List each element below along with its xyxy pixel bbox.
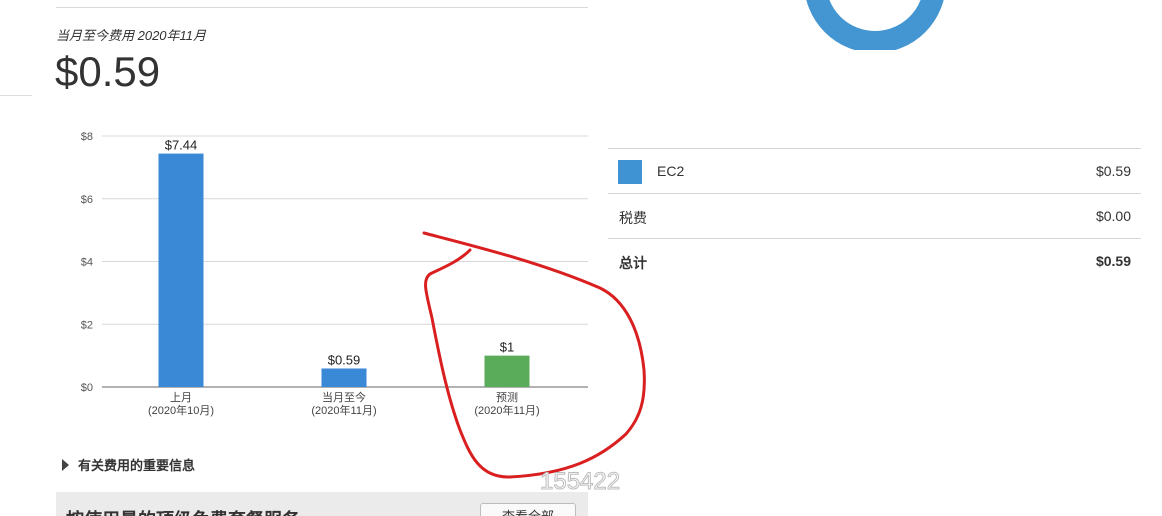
bar [484, 355, 530, 387]
caret-right-icon [62, 459, 69, 471]
watermark-text: 155422 [539, 468, 621, 496]
breakdown-label: 税费 [619, 210, 647, 226]
month-to-date-amount: $0.59 [55, 48, 161, 95]
y-tick-label: $2 [81, 319, 93, 331]
x-tick-label: 预测 [496, 391, 518, 404]
breakdown-value: $0.59 [1095, 253, 1131, 269]
x-tick-label: 当月至今 [322, 390, 366, 404]
bar [321, 368, 367, 387]
cost-donut-chart [806, 0, 944, 50]
cost-bar-chart: $0$2$4$6$8$7.44上月(2020年10月)$0.59当月至今(202… [81, 131, 588, 417]
x-tick-label: (2020年11月) [311, 403, 376, 417]
breakdown-value: $0.00 [1095, 208, 1131, 224]
y-tick-label: $0 [81, 382, 93, 394]
y-tick-label: $6 [81, 194, 93, 206]
view-all-button[interactable]: 查看全部 [480, 503, 576, 516]
x-tick-label: (2020年10月) [148, 403, 214, 417]
left-divider [0, 95, 32, 96]
ec2-color-swatch [618, 160, 642, 184]
breakdown-label: EC2 [657, 163, 685, 179]
x-tick-label: 上月 [170, 391, 192, 404]
breakdown-row-total: 总计 $0.59 [608, 238, 1141, 283]
data-label: $0.59 [328, 352, 361, 367]
breakdown-value: $0.59 [1095, 163, 1131, 179]
bar [158, 153, 204, 387]
breakdown-row-tax: 税费 $0.00 [608, 193, 1141, 238]
data-label: $1 [500, 340, 514, 355]
data-label: $7.44 [165, 138, 198, 153]
y-tick-label: $4 [81, 257, 93, 269]
x-tick-label: (2020年11月) [474, 403, 539, 417]
top-free-tier-panel: 按使用量的顶级免费套餐服务 查看全部 [56, 492, 588, 516]
panel-title: 按使用量的顶级免费套餐服务 [66, 506, 300, 516]
y-tick-label: $8 [81, 131, 93, 143]
breakdown-label: 总计 [619, 255, 647, 271]
period-label: 当月至今费用 2020年11月 [56, 28, 207, 43]
important-info-label: 有关费用的重要信息 [78, 458, 196, 473]
important-info-toggle[interactable]: 有关费用的重要信息 [62, 455, 195, 474]
top-divider [56, 7, 588, 8]
breakdown-row-ec2: EC2 $0.59 [608, 148, 1141, 193]
donut-ring [806, 0, 944, 50]
cost-breakdown-table: EC2 $0.59 税费 $0.00 总计 $0.59 [608, 148, 1141, 283]
